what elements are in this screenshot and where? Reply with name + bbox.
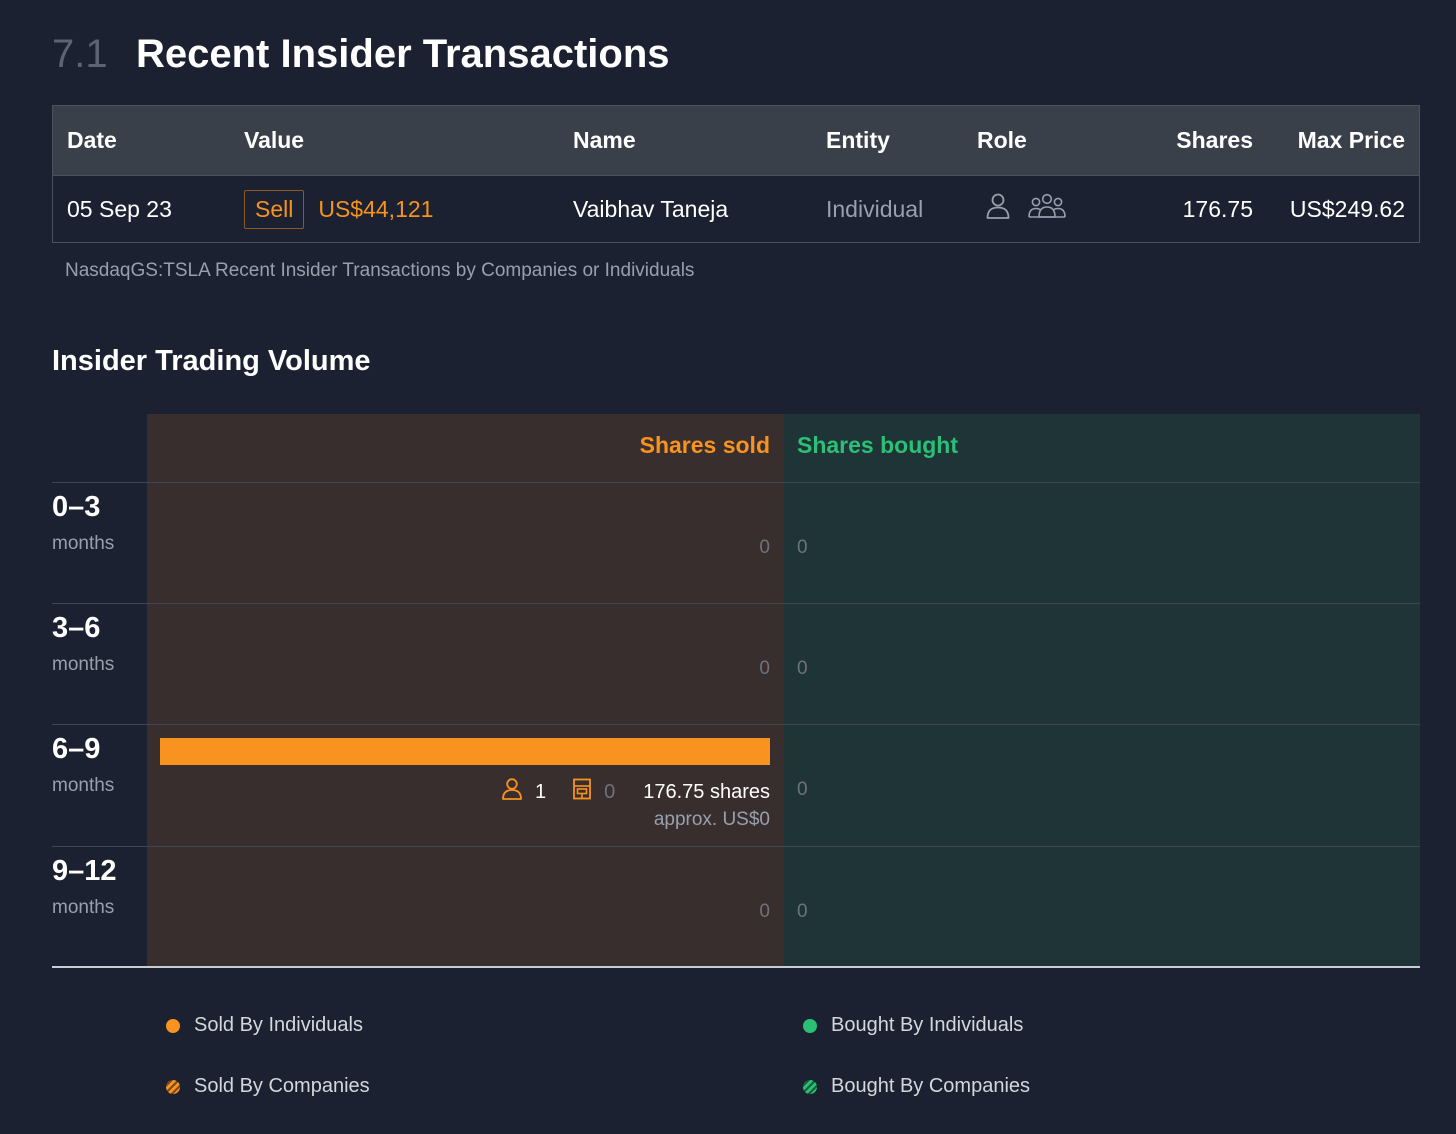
transactions-table: Date Value Name Entity Role Shares Max P… bbox=[52, 105, 1420, 243]
sold-value: 0 bbox=[759, 901, 770, 922]
table-caption: NasdaqGS:TSLA Recent Insider Transaction… bbox=[65, 260, 695, 281]
period-range: 3–6 bbox=[52, 612, 101, 644]
trading-volume-chart: Shares sold Shares bought 0–3 months 0 0… bbox=[52, 414, 1420, 968]
shares-sold-header: Shares sold bbox=[639, 432, 770, 458]
legend-dot-icon bbox=[803, 1018, 817, 1033]
header-name[interactable]: Name bbox=[573, 127, 636, 153]
sold-bar-details: 1 0 176.75 shares bbox=[501, 777, 770, 807]
bought-value: 0 bbox=[797, 537, 808, 558]
period-row: 0–3 months 0 0 bbox=[52, 483, 1420, 604]
entity-type: Individual bbox=[826, 195, 924, 222]
legend-label: Bought By Companies bbox=[831, 1075, 1031, 1097]
building-icon bbox=[572, 778, 592, 806]
header-entity[interactable]: Entity bbox=[826, 127, 890, 153]
section-heading: 7.1 Recent Insider Transactions bbox=[52, 28, 670, 80]
legend-bought-individuals: Bought By Individuals bbox=[803, 1014, 1023, 1037]
header-shares[interactable]: Shares bbox=[1176, 127, 1253, 153]
individuals-count: 1 bbox=[534, 780, 547, 803]
legend-striped-dot-icon bbox=[803, 1079, 817, 1094]
person-icon[interactable] bbox=[985, 192, 1011, 226]
divider bbox=[52, 482, 1420, 483]
sell-badge: Sell bbox=[244, 189, 305, 229]
legend-bought-companies: Bought By Companies bbox=[803, 1075, 1030, 1098]
legend-dot-icon bbox=[166, 1018, 180, 1033]
period-range: 6–9 bbox=[52, 733, 101, 765]
section-number: 7.1 bbox=[52, 31, 108, 76]
bought-value: 0 bbox=[797, 901, 808, 922]
row-value: Sell US$44,121 bbox=[244, 176, 433, 242]
team-icon[interactable] bbox=[1027, 192, 1067, 226]
header-date[interactable]: Date bbox=[67, 127, 117, 153]
divider bbox=[52, 846, 1420, 847]
person-icon bbox=[501, 777, 523, 807]
companies-count: 0 bbox=[604, 780, 616, 803]
period-row: 6–9 months 1 0 176.75 shares approx. US$… bbox=[52, 725, 1420, 846]
page-title: Recent Insider Transactions bbox=[136, 31, 670, 76]
divider bbox=[52, 724, 1420, 725]
header-value[interactable]: Value bbox=[244, 127, 305, 153]
period-row: 3–6 months 0 0 bbox=[52, 604, 1420, 725]
shares-bought-header: Shares bought bbox=[797, 432, 959, 458]
sold-bar[interactable] bbox=[160, 738, 770, 765]
insider-name[interactable]: Vaibhav Taneja bbox=[573, 195, 729, 222]
period-unit: months bbox=[52, 775, 115, 796]
sold-value: 0 bbox=[759, 537, 770, 558]
divider bbox=[52, 603, 1420, 604]
header-max-price[interactable]: Max Price bbox=[1297, 127, 1405, 153]
bought-value: 0 bbox=[797, 779, 808, 800]
period-unit: months bbox=[52, 897, 115, 918]
chart-baseline bbox=[52, 966, 1420, 968]
sold-value: 0 bbox=[759, 658, 770, 679]
legend-label: Sold By Companies bbox=[194, 1075, 370, 1097]
row-max-price: US$249.62 bbox=[1289, 195, 1405, 222]
legend-label: Sold By Individuals bbox=[194, 1014, 363, 1036]
volume-title: Insider Trading Volume bbox=[52, 345, 371, 377]
sold-panel bbox=[147, 414, 784, 966]
header-role[interactable]: Role bbox=[977, 127, 1027, 153]
approx-value: approx. US$0 bbox=[653, 809, 770, 830]
period-range: 0–3 bbox=[52, 491, 101, 523]
table-header: Date Value Name Entity Role Shares Max P… bbox=[53, 106, 1419, 176]
bought-panel bbox=[784, 414, 1420, 966]
row-shares: 176.75 bbox=[1182, 195, 1253, 222]
period-range: 9–12 bbox=[52, 855, 117, 887]
legend-sold-individuals: Sold By Individuals bbox=[166, 1014, 363, 1037]
shares-sold-amount: 176.75 shares bbox=[643, 780, 770, 803]
row-date: 05 Sep 23 bbox=[67, 195, 172, 222]
transaction-value: US$44,121 bbox=[318, 195, 434, 222]
role-icons bbox=[977, 176, 1067, 242]
legend-sold-companies: Sold By Companies bbox=[166, 1075, 370, 1098]
period-unit: months bbox=[52, 654, 115, 675]
legend-label: Bought By Individuals bbox=[831, 1014, 1024, 1036]
table-row[interactable]: 05 Sep 23 Sell US$44,121 Vaibhav Taneja … bbox=[53, 176, 1419, 242]
period-row: 9–12 months 0 0 bbox=[52, 847, 1420, 968]
period-unit: months bbox=[52, 533, 115, 554]
bought-value: 0 bbox=[797, 658, 808, 679]
legend-striped-dot-icon bbox=[166, 1079, 180, 1094]
